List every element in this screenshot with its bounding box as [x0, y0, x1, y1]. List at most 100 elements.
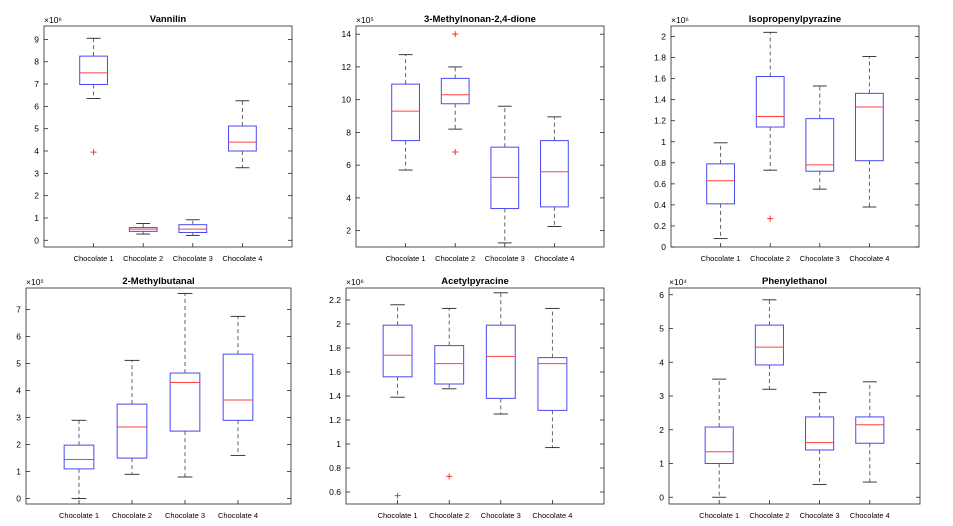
x-tick-label: Chocolate 1	[701, 254, 741, 263]
x-tick-label: Chocolate 1	[378, 511, 418, 520]
y-tick-label: 7	[34, 79, 39, 89]
box-iqr	[706, 163, 735, 205]
y-exponent-label: ×10⁶	[671, 15, 689, 25]
y-tick-label: 4	[346, 193, 351, 203]
y-tick-label: 1.4	[329, 391, 341, 401]
box-4	[228, 100, 257, 169]
box-iqr	[805, 118, 835, 172]
box-iqr	[228, 125, 257, 152]
y-tick-label: 7	[16, 305, 21, 315]
y-tick-label: 9	[34, 34, 39, 44]
y-exponent-label: ×10⁵	[26, 277, 44, 287]
box-iqr	[704, 426, 734, 464]
x-tick-label: Chocolate 2	[123, 254, 163, 263]
y-tick-label: 4	[16, 386, 21, 396]
axes-frame	[670, 25, 920, 248]
box-iqr	[485, 324, 516, 399]
box-iqr	[391, 83, 420, 142]
x-tick-label: Chocolate 2	[112, 511, 152, 520]
x-tick-label: Chocolate 2	[429, 511, 469, 520]
y-tick-label: 4	[34, 146, 39, 156]
subplot-1: 0 1 2 3 4 5 6 7 8 9 ×10⁶ Vannilin Chocolate 1 Chocola…	[34, 14, 293, 263]
axes-frame	[25, 287, 292, 505]
y-tick-label: 1.2	[329, 415, 341, 425]
axes-frame	[355, 25, 605, 248]
x-tick-label: Chocolate 4	[849, 254, 889, 263]
x-tick-label: Chocolate 3	[173, 254, 213, 263]
y-tick-label: 2	[336, 319, 341, 329]
y-tick-label: 1.6	[654, 74, 666, 84]
subplot-title: Acetylpyracine	[441, 276, 509, 287]
y-tick-label: 6	[34, 101, 39, 111]
y-tick-label: 5	[16, 359, 21, 369]
x-tick-label: Chocolate 3	[800, 511, 840, 520]
y-tick-label: 2	[346, 226, 351, 236]
y-exponent-label: ×10⁴	[669, 277, 687, 287]
y-tick-label: 0	[16, 494, 21, 504]
box-iqr	[855, 416, 885, 444]
x-tick-label: Chocolate 1	[699, 511, 739, 520]
x-tick-label: Chocolate 1	[59, 511, 99, 520]
y-tick-label: 2.2	[329, 295, 341, 305]
y-tick-label: 0.2	[654, 221, 666, 231]
box-2	[128, 223, 158, 235]
box-iqr	[63, 444, 95, 470]
y-tick-label: 1	[16, 467, 21, 477]
box-4	[222, 315, 254, 456]
box-iqr	[79, 55, 108, 85]
subplot-4: 0 1 2 3 4 5 6 7 ×10⁵ 2-Methylbutanal Chocolate 1 Ch…	[16, 276, 292, 520]
box-iqr	[440, 77, 470, 105]
outlier-point	[394, 492, 401, 499]
axes-frame	[345, 287, 605, 505]
y-tick-label: 8	[346, 127, 351, 137]
y-tick-label: 0.8	[329, 463, 341, 473]
y-tick-label: 3	[16, 413, 21, 423]
y-tick-label: 2	[661, 32, 666, 42]
box-3	[485, 292, 516, 415]
box-2	[440, 31, 470, 156]
box-2	[755, 31, 785, 222]
box-2	[116, 359, 148, 475]
box-2	[754, 299, 784, 390]
subplot-5: 0.6 0.8 1 1.2 1.4 1.6 1.8 2 2.2 ×10⁶ Acetylpyracin…	[329, 276, 605, 520]
box-1	[79, 37, 108, 156]
y-tick-label: 3	[34, 168, 39, 178]
y-tick-label: 0.6	[654, 179, 666, 189]
box-iqr	[755, 76, 785, 128]
y-tick-label: 6	[16, 332, 21, 342]
y-tick-label: 1	[661, 137, 666, 147]
y-exponent-label: ×10⁶	[346, 277, 364, 287]
box-3	[178, 219, 208, 236]
outlier-point	[767, 215, 774, 222]
y-tick-label: 3	[659, 391, 664, 401]
box-iqr	[434, 345, 465, 385]
box-3	[490, 105, 520, 244]
box-iqr	[537, 357, 568, 411]
y-tick-label: 6	[659, 290, 664, 300]
y-tick-label: 4	[659, 357, 664, 367]
axes-frame	[43, 25, 293, 248]
y-tick-label: 0.4	[654, 200, 666, 210]
subplot-6: 0 1 2 3 4 5 6 ×10⁴ Phenylethanol Chocolate 1 Choco…	[659, 276, 921, 520]
box-3	[805, 392, 835, 485]
subplot-title: 2-Methylbutanal	[122, 276, 194, 287]
y-tick-label: 12	[342, 62, 352, 72]
y-tick-label: 1.6	[329, 367, 341, 377]
box-iqr	[540, 140, 569, 208]
outlier-point	[446, 473, 453, 480]
x-tick-label: Chocolate 3	[485, 254, 525, 263]
box-iqr	[178, 224, 208, 233]
x-tick-label: Chocolate 3	[165, 511, 205, 520]
y-tick-label: 0	[34, 235, 39, 245]
box-4	[855, 381, 885, 483]
y-tick-label: 0	[659, 492, 664, 502]
x-tick-label: Chocolate 4	[218, 511, 258, 520]
y-tick-label: 1	[34, 213, 39, 223]
y-tick-label: 0.8	[654, 158, 666, 168]
box-1	[704, 378, 734, 498]
x-tick-label: Chocolate 2	[749, 511, 789, 520]
y-exponent-label: ×10⁶	[44, 15, 62, 25]
y-tick-label: 2	[34, 191, 39, 201]
box-1	[391, 54, 420, 171]
